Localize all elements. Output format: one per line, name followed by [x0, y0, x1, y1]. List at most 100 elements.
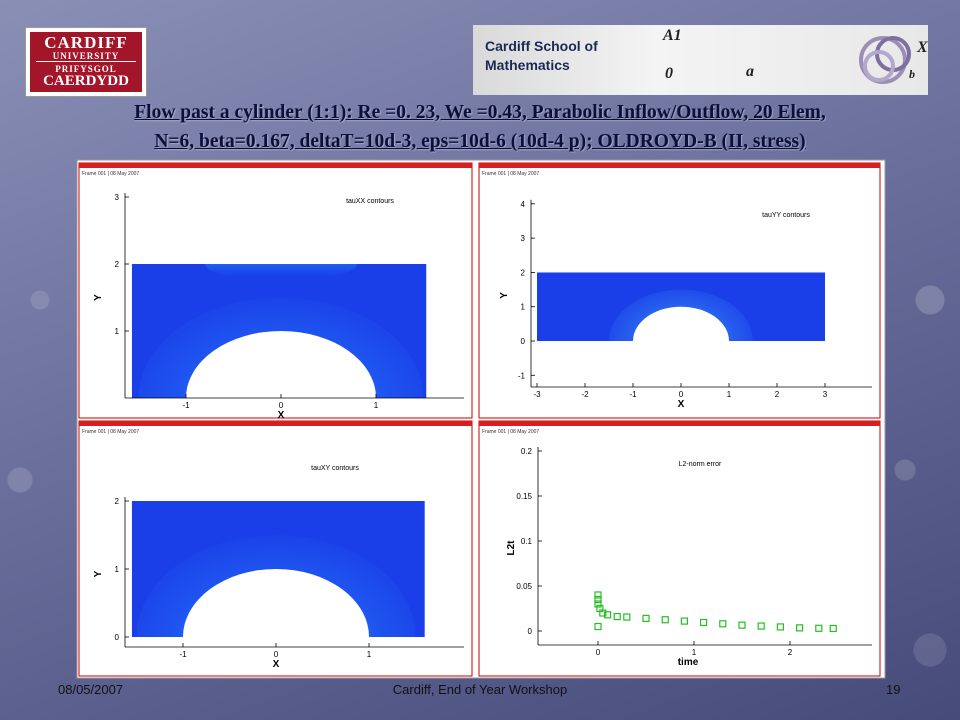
x-tick-label: 1: [692, 648, 697, 657]
y-tick-label: 1: [115, 327, 120, 336]
data-point: [603, 611, 612, 619]
data-point: [719, 620, 727, 628]
contour-field: [131, 264, 427, 398]
frame-label: Frame 001 | 08 May 2007: [82, 171, 139, 177]
y-tick-label: 0.05: [516, 582, 532, 591]
x-tick-label: 1: [367, 650, 372, 659]
logo-text: CARDIFF: [44, 33, 128, 52]
panel-header: [479, 163, 880, 168]
banner-symbol: b: [909, 67, 915, 81]
x-tick-label: 0: [279, 401, 284, 410]
cylinder: [183, 569, 369, 637]
school-banner: Cardiff School of Mathematics A1 a 0 X b: [473, 25, 928, 95]
x-tick-label: 1: [727, 390, 732, 399]
panel-label: tauXX contours: [346, 198, 394, 205]
banner-symbol: X: [917, 39, 928, 56]
panel: Frame 001 | 08 May 2007 0 0.05 0.1 0.15 0.2 0 1…: [478, 420, 881, 677]
panel-header: [79, 163, 472, 168]
y-axis-label: Y: [93, 570, 104, 577]
x-axis-label: X: [278, 410, 285, 421]
y-tick-label: 0: [115, 633, 120, 642]
y-tick-label: 0.15: [516, 492, 532, 501]
data-point: [642, 614, 650, 623]
y-tick-label: 1: [115, 565, 120, 574]
data-point: [829, 624, 837, 633]
x-tick-label: -3: [533, 390, 541, 399]
contour-field: [131, 501, 425, 637]
logo-text: CAERDYDD: [43, 73, 129, 89]
data-point: [738, 621, 746, 629]
y-tick-label: 2: [115, 497, 120, 506]
y-tick-label: 3: [521, 234, 526, 243]
y-tick-label: 0: [528, 627, 533, 636]
data-point: [815, 624, 823, 632]
y-axis-label: Y: [93, 294, 104, 301]
title-line: N=6, beta=0.167, deltaT=10d-3, eps=10d-6…: [154, 131, 806, 152]
y-tick-label: 3: [115, 193, 120, 202]
y-tick-label: 0.1: [521, 537, 533, 546]
panel-label: tauXY contours: [311, 465, 359, 472]
y-tick-label: 1: [521, 303, 526, 312]
data-point: [680, 617, 689, 625]
footer-event: Cardiff, End of Year Workshop: [392, 682, 568, 697]
logo-text: PRIFYSGOL: [55, 64, 117, 74]
slide-title: Flow past a cylinder (1:1): Re =0. 23, W…: [20, 98, 940, 156]
data-point: [757, 622, 765, 630]
x-axis-label: X: [678, 399, 685, 410]
footer-date: 08/05/2007: [58, 682, 124, 697]
x-tick-label: -1: [182, 401, 190, 410]
data-point: [661, 616, 669, 624]
banner-symbol: a: [746, 63, 754, 80]
cylinder: [633, 306, 729, 341]
y-tick-label: 0.2: [521, 447, 533, 456]
x-tick-label: 0: [596, 648, 601, 657]
panel-label: L2-norm error: [679, 461, 722, 468]
title-line: Flow past a cylinder (1:1): Re =0. 23, W…: [134, 102, 826, 123]
banner-text: Cardiff School of: [485, 38, 598, 54]
panel-label: tauYY contours: [762, 212, 810, 219]
data-point: [699, 618, 708, 627]
y-axis-label: L2t: [506, 540, 517, 556]
x-axis-label: X: [273, 659, 280, 670]
y-tick-label: 4: [521, 200, 526, 209]
x-tick-label: -1: [629, 390, 637, 399]
data-point: [795, 624, 804, 632]
logo-text: UNIVERSITY: [36, 51, 136, 62]
data-point: [776, 623, 785, 631]
contour-band: [205, 264, 357, 281]
y-tick-label: 0: [521, 337, 526, 346]
frame-label: Frame 001 | 08 May 2007: [482, 429, 539, 435]
x-tick-label: 2: [775, 390, 780, 399]
panel-header: [79, 421, 472, 426]
frame-label: Frame 001 | 08 May 2007: [482, 171, 539, 177]
x-tick-label: 1: [374, 401, 379, 410]
x-tick-label: -2: [581, 390, 589, 399]
knot-icon: [859, 36, 911, 84]
banner-text: Mathematics: [485, 57, 570, 73]
footer-page: 19: [886, 682, 901, 697]
frame-label: Frame 001 | 08 May 2007: [82, 429, 139, 435]
y-tick-label: 2: [521, 268, 526, 277]
data-point: [594, 622, 602, 631]
data-point: [594, 600, 602, 608]
data-point: [594, 591, 602, 599]
panel-header: [479, 421, 880, 426]
data-point: [623, 613, 631, 621]
banner-symbol: A1: [663, 27, 682, 44]
y-tick-label: 2: [115, 260, 120, 269]
x-tick-label: -1: [179, 650, 187, 659]
university-logo: CARDIFF UNIVERSITY PRIFYSGOL CAERDYDD: [25, 27, 147, 97]
cylinder: [186, 331, 376, 398]
contour-field: [537, 272, 825, 341]
x-tick-label: 2: [788, 648, 793, 657]
x-tick-label: 3: [823, 390, 828, 399]
x-tick-label: 0: [274, 650, 279, 659]
data-point: [594, 595, 602, 604]
panel-background: [478, 420, 881, 677]
x-tick-label: 0: [679, 390, 684, 399]
x-axis-label: time: [678, 657, 699, 668]
